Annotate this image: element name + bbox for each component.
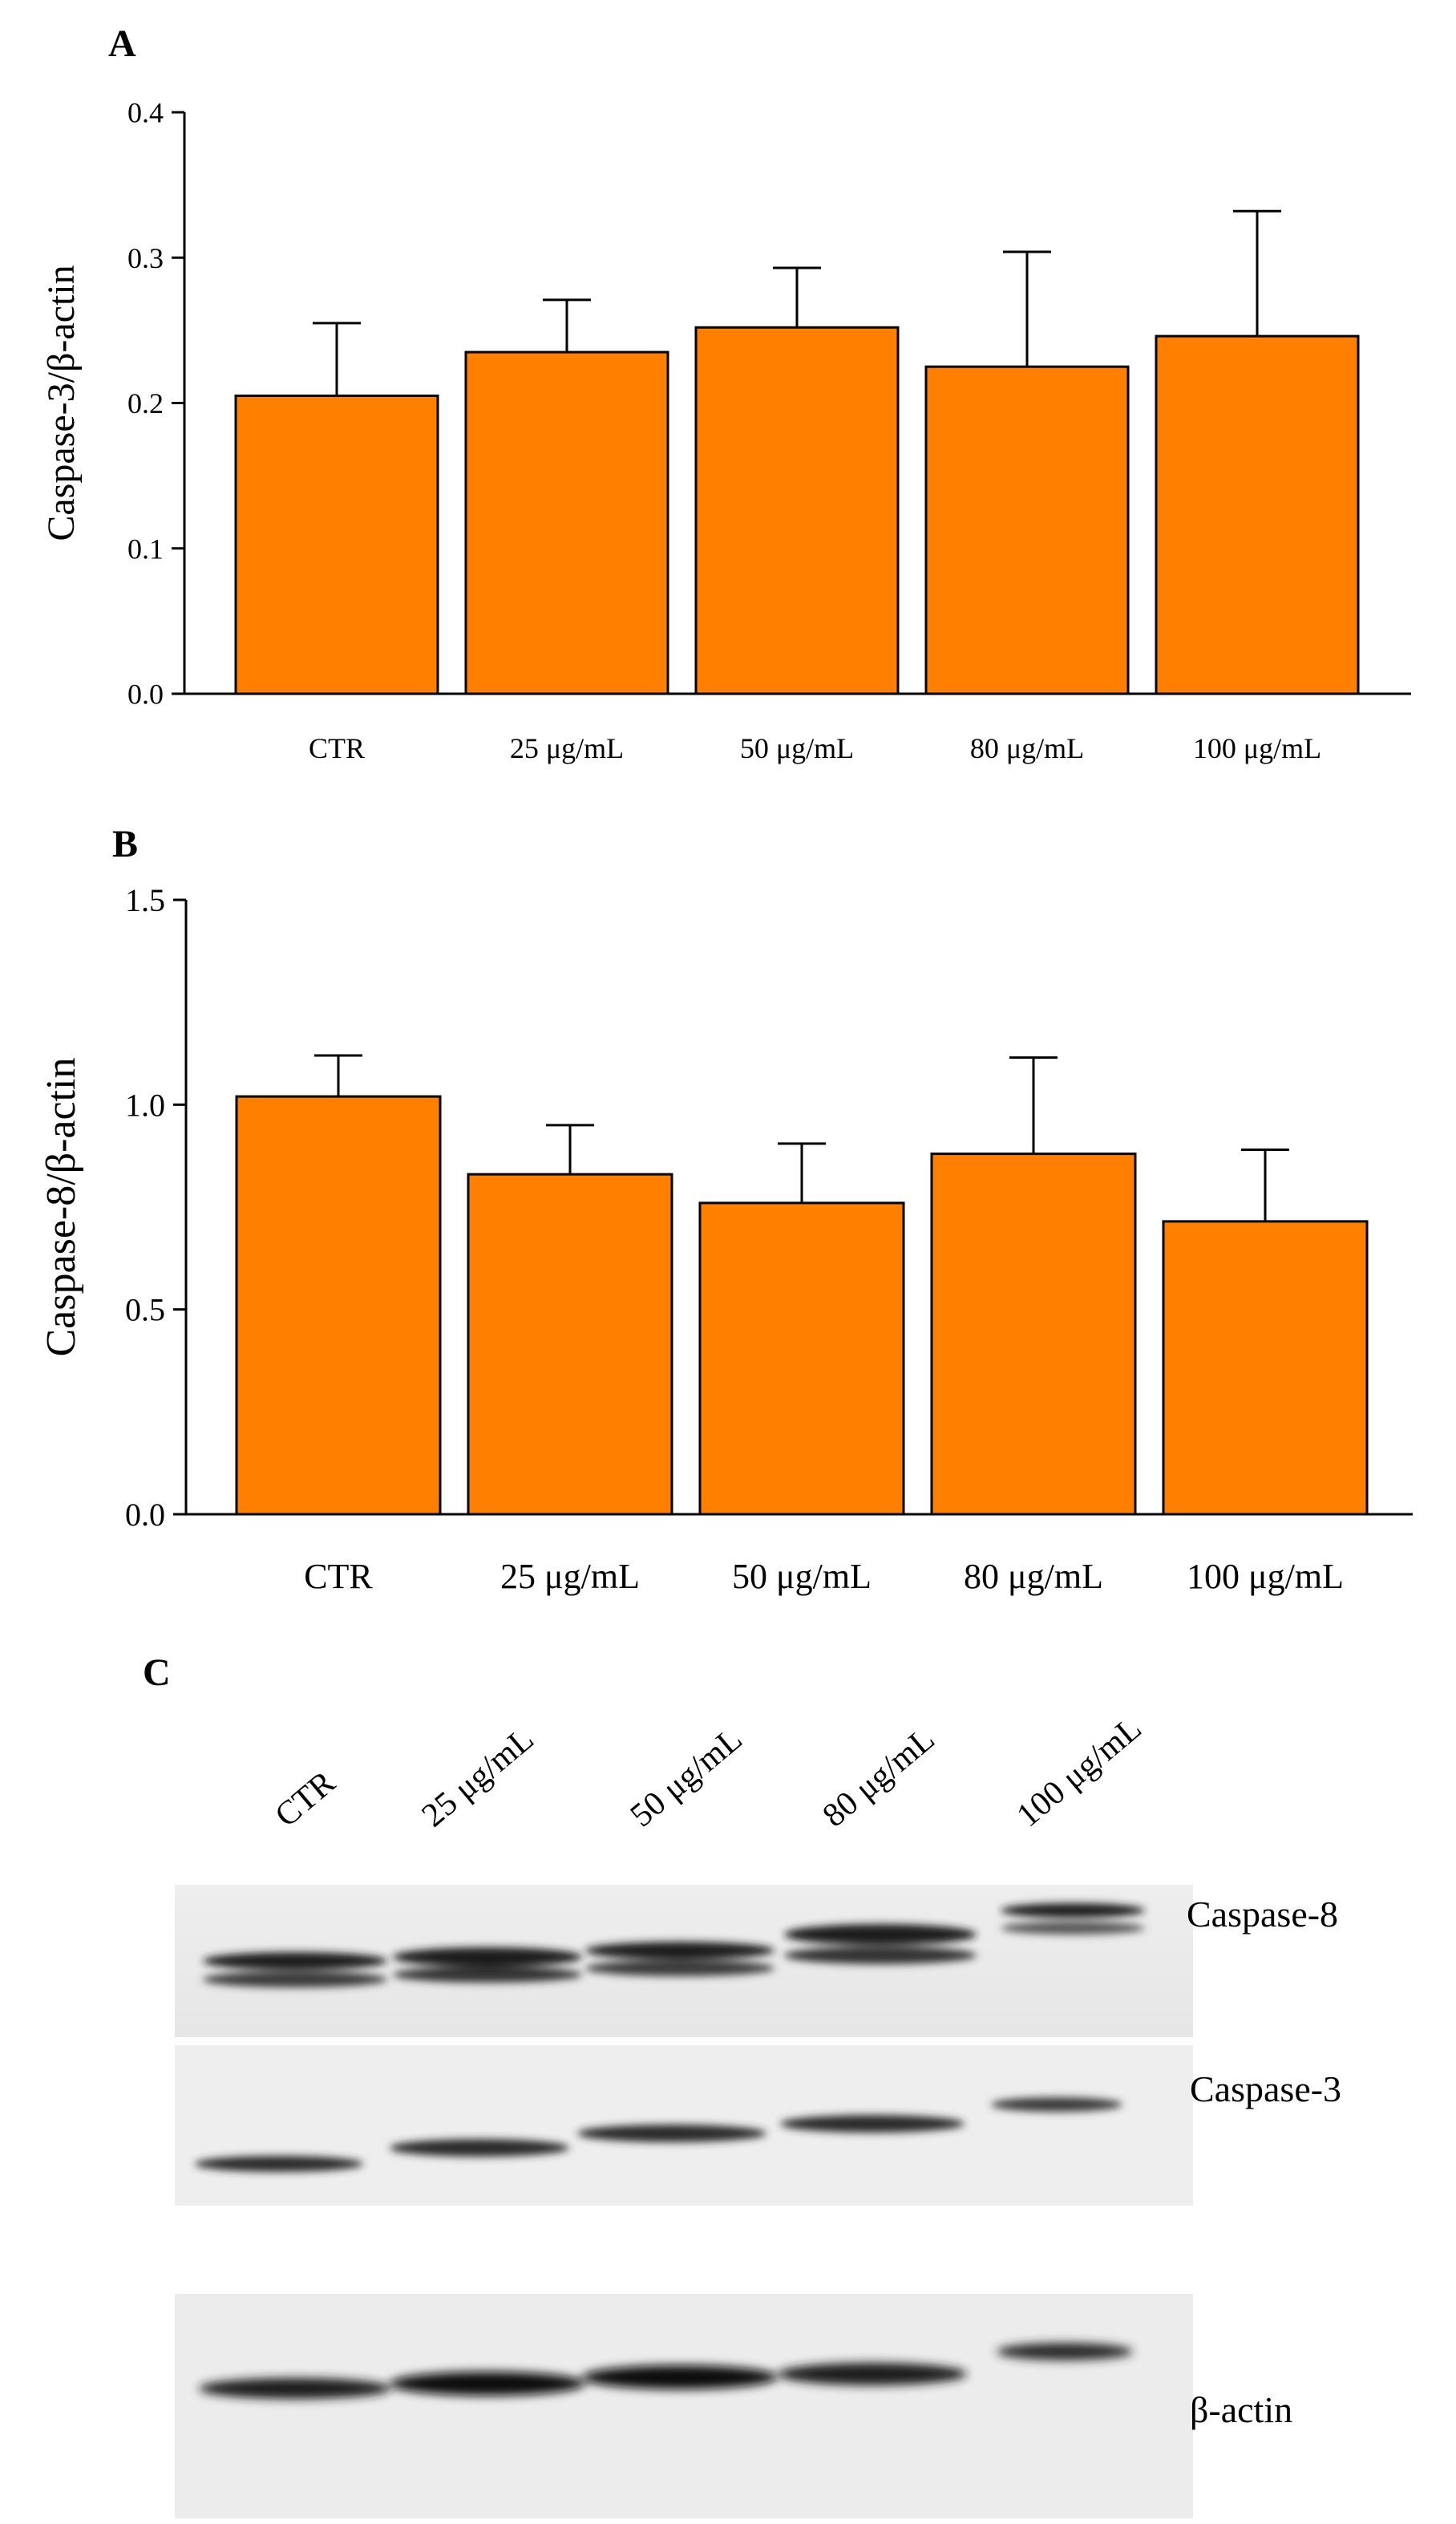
bar-4	[1155, 334, 1360, 695]
band-c8-ctr-lower	[203, 1971, 387, 1987]
protein-label-beta-actin: β-actin	[1190, 2389, 1293, 2430]
band-actin-80	[778, 2363, 967, 2385]
band-c3-80	[780, 2115, 965, 2133]
protein-label-caspase-8: Caspase-8	[1187, 1894, 1339, 1935]
band-c8-50-lower	[585, 1960, 775, 1976]
band-actin-100	[997, 2343, 1133, 2360]
x-tick-label-4: 100 μg/mL	[1187, 1557, 1344, 1596]
x-tick-label-3: 80 μg/mL	[970, 732, 1084, 764]
bar-3	[924, 365, 1130, 695]
chart-a: A Caspase-3/β-actin 0.0 0.1 0.2 0.3 0.4 CTR 25 μ…	[40, 22, 1411, 764]
y-tick-label: 1.5	[125, 882, 165, 918]
band-c8-25-upper	[393, 1947, 582, 1967]
panel-letter-c: C	[143, 1651, 171, 1694]
band-actin-ctr	[199, 2378, 391, 2399]
panel-b: B Caspase-8/β-actin 0.0 0.5 1.0 1.5 CTR 25 μg/m…	[0, 802, 1456, 1620]
band-actin-25	[390, 2372, 585, 2396]
panel-c-western-blot: C CTR 25 μg/mL 50 μg/mL 80 μg/mL 100 μg/…	[0, 1620, 1456, 2524]
y-tick-label: 0.0	[127, 679, 164, 711]
panel-letter-b: B	[112, 823, 138, 865]
protein-label-caspase-3: Caspase-3	[1190, 2068, 1342, 2109]
bar-0	[234, 394, 439, 695]
y-tick-label: 0.5	[125, 1292, 165, 1328]
y-tick-label: 0.4	[127, 97, 164, 129]
bar-1	[467, 1173, 673, 1516]
y-tick-label: 0.3	[127, 242, 164, 274]
x-tick-label-4: 100 μg/mL	[1193, 732, 1321, 764]
y-tick-label: 1.0	[125, 1087, 165, 1123]
y-axis-label: Caspase-8/β-actin	[38, 1058, 84, 1357]
x-tick-label-1: 25 μg/mL	[500, 1557, 640, 1596]
bar-4	[1162, 1220, 1369, 1516]
y-tick-label: 0.1	[127, 533, 164, 565]
band-c8-100-lower	[1001, 1922, 1145, 1935]
blot-strip-caspase-8	[175, 1885, 1193, 2037]
blot-lane-label-25: 25 μg/mL	[415, 1720, 541, 1835]
blot-lane-label-100: 100 μg/mL	[1009, 1709, 1149, 1835]
x-tick-label-3: 80 μg/mL	[964, 1557, 1103, 1596]
band-c3-25	[390, 2139, 569, 2157]
blot-lane-label-ctr: CTR	[268, 1764, 342, 1835]
bar-1	[464, 350, 669, 695]
x-tick-label-0: CTR	[304, 1557, 373, 1596]
x-tick-label-2: 50 μg/mL	[740, 732, 854, 764]
band-c8-50-upper	[585, 1942, 775, 1959]
band-c3-ctr	[195, 2156, 363, 2172]
chart-b: B Caspase-8/β-actin 0.0 0.5 1.0 1.5 CTR 25 μg/m…	[38, 823, 1413, 1596]
band-actin-50	[582, 2365, 778, 2389]
band-c8-ctr-upper	[203, 1952, 387, 1970]
blot-strip-caspase-3	[175, 2045, 1193, 2206]
bar-2	[698, 1201, 905, 1516]
band-c8-100-upper	[1001, 1903, 1145, 1918]
panel-a: A Caspase-3/β-actin 0.0 0.1 0.2 0.3 0.4 CTR 25 μ…	[0, 0, 1456, 802]
blot-strip-beta-actin	[175, 2294, 1193, 2518]
band-c3-50	[577, 2125, 766, 2142]
bar-3	[930, 1153, 1137, 1516]
x-tick-label-2: 50 μg/mL	[732, 1557, 872, 1596]
bar-2	[694, 326, 900, 695]
bar-0	[235, 1095, 442, 1516]
panel-letter-a: A	[108, 22, 136, 65]
band-c3-100	[991, 2097, 1122, 2112]
x-tick-label-0: CTR	[309, 732, 365, 764]
y-tick-label: 0.0	[125, 1497, 165, 1533]
y-axis-label: Caspase-3/β-actin	[40, 265, 83, 541]
band-c8-25-lower	[393, 1967, 582, 1983]
band-c8-80-upper	[784, 1924, 977, 1945]
x-tick-label-1: 25 μg/mL	[510, 732, 624, 764]
y-tick-label: 0.2	[127, 387, 164, 419]
band-c8-80-lower	[784, 1947, 977, 1964]
blot-lane-label-80: 80 μg/mL	[815, 1720, 942, 1835]
blot-lane-label-50: 50 μg/mL	[623, 1720, 750, 1835]
